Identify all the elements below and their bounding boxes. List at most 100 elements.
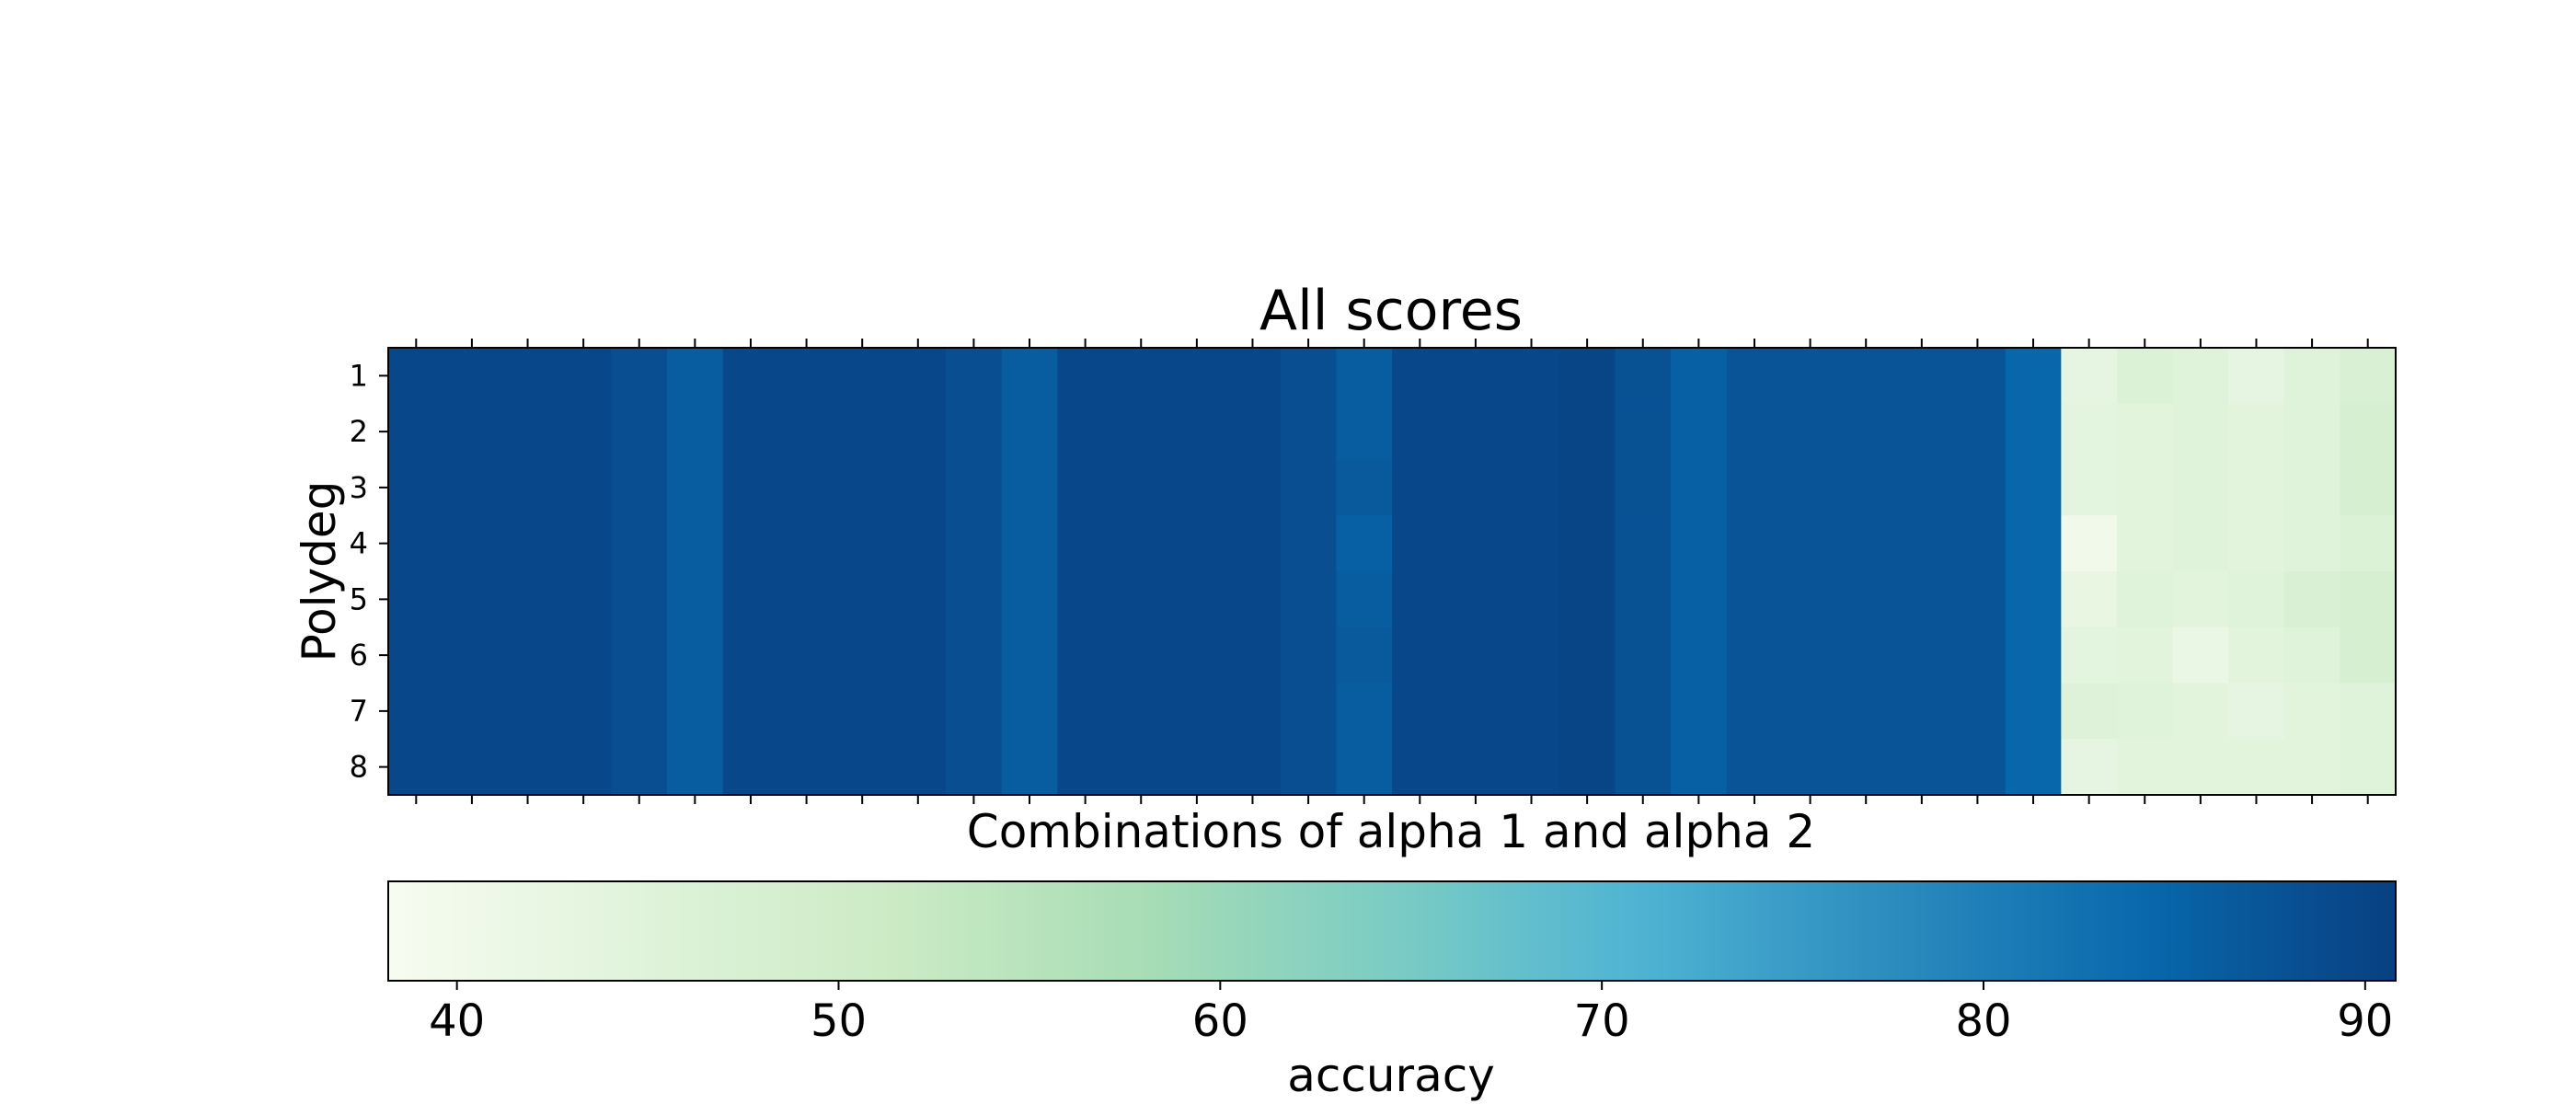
heatmap-cell — [2005, 515, 2062, 572]
heatmap-cell — [1057, 459, 1114, 516]
heatmap-cell — [667, 739, 724, 796]
y-tick-label: 6 — [350, 638, 368, 673]
heatmap-cell — [1893, 627, 1950, 684]
heatmap-cell — [1726, 403, 1783, 461]
heatmap-cell — [1280, 515, 1337, 572]
heatmap-cell — [1392, 627, 1449, 684]
heatmap-cell — [1336, 403, 1393, 461]
heatmap-cell — [2005, 459, 2062, 516]
heatmap-cell — [1503, 571, 1560, 628]
heatmap-cell — [1782, 403, 1839, 461]
heatmap-cell — [1837, 627, 1895, 684]
heatmap-cell — [1112, 348, 1170, 405]
heatmap-cell — [2172, 348, 2229, 405]
heatmap-cell — [1112, 739, 1170, 796]
heatmap-cell — [443, 683, 500, 740]
heatmap-cell — [500, 571, 557, 628]
heatmap-cell — [722, 403, 779, 461]
heatmap-cell — [2005, 739, 2062, 796]
heatmap-cell — [555, 571, 613, 628]
heatmap-cell — [1057, 627, 1114, 684]
heatmap-cell — [1280, 683, 1337, 740]
heatmap-cell — [1057, 403, 1114, 461]
heatmap-cell — [1726, 515, 1783, 572]
heatmap-cell — [2005, 571, 2062, 628]
heatmap-cell — [890, 515, 947, 572]
heatmap-cell — [1336, 739, 1393, 796]
heatmap-cell — [555, 627, 613, 684]
heatmap-cell — [1447, 627, 1504, 684]
heatmap-cell — [1225, 739, 1282, 796]
heatmap-cell — [946, 627, 1003, 684]
heatmap-cell — [1893, 459, 1950, 516]
heatmap-cell — [2116, 459, 2174, 516]
heatmap-cell — [1893, 515, 1950, 572]
heatmap-cell — [890, 403, 947, 461]
heatmap-cell — [611, 459, 668, 516]
heatmap-cell — [388, 571, 445, 628]
heatmap-cell — [667, 571, 724, 628]
heatmap-cell — [555, 515, 613, 572]
heatmap-cell — [1503, 683, 1560, 740]
heatmap-cell — [2116, 515, 2174, 572]
heatmap-cell — [1949, 683, 2007, 740]
heatmap-cell — [1558, 739, 1616, 796]
heatmap-cell — [890, 571, 947, 628]
heatmap-cell — [667, 515, 724, 572]
heatmap-cell — [500, 459, 557, 516]
heatmap-cell — [722, 627, 779, 684]
heatmap-cell — [834, 515, 891, 572]
heatmap-cell — [611, 403, 668, 461]
heatmap-cell — [2283, 739, 2340, 796]
heatmap-cell — [1336, 348, 1393, 405]
heatmap-cell — [834, 683, 891, 740]
heatmap-cell — [946, 739, 1003, 796]
heatmap-cell — [1782, 571, 1839, 628]
heatmap-cell — [2172, 739, 2229, 796]
heatmap-cell — [1001, 571, 1058, 628]
heatmap-cell — [1893, 739, 1950, 796]
heatmap-cell — [1837, 571, 1895, 628]
heatmap-cell — [1615, 683, 1672, 740]
heatmap-cell — [1447, 459, 1504, 516]
heatmap-cell — [2116, 627, 2174, 684]
heatmap-cell — [1057, 739, 1114, 796]
heatmap-cell — [1949, 459, 2007, 516]
heatmap-cell — [1837, 683, 1895, 740]
heatmap-cell — [2172, 571, 2229, 628]
heatmap-cell — [2340, 627, 2397, 684]
heatmap-cell — [388, 403, 445, 461]
heatmap-cell — [2172, 459, 2229, 516]
heatmap-cell — [778, 348, 835, 405]
heatmap-cell — [500, 627, 557, 684]
heatmap-cell — [1392, 459, 1449, 516]
y-tick-label: 7 — [350, 694, 368, 729]
colorbar-tick-label: 70 — [1574, 995, 1630, 1047]
heatmap-cell — [1392, 683, 1449, 740]
heatmap-cell — [1726, 739, 1783, 796]
y-tick-label: 5 — [350, 581, 368, 616]
heatmap-cell — [611, 739, 668, 796]
heatmap-cell — [1001, 627, 1058, 684]
colorbar-tick-label: 90 — [2337, 995, 2393, 1047]
heatmap-cell — [1558, 683, 1616, 740]
heatmap-cell — [778, 515, 835, 572]
heatmap-cell — [2172, 515, 2229, 572]
heatmap-cell — [1615, 571, 1672, 628]
y-tick-label: 1 — [350, 358, 368, 393]
heatmap-cell — [2172, 683, 2229, 740]
heatmap-cell — [1057, 515, 1114, 572]
heatmap-cell — [2283, 348, 2340, 405]
heatmap-cell — [1168, 739, 1225, 796]
heatmap-cell — [2061, 348, 2118, 405]
heatmap-cell — [890, 348, 947, 405]
heatmap-cell — [667, 403, 724, 461]
colorbar-tick-label: 40 — [429, 995, 485, 1047]
heatmap-cell — [1726, 571, 1783, 628]
heatmap-cell — [1001, 515, 1058, 572]
heatmap-cell — [1837, 348, 1895, 405]
heatmap-cell — [1225, 348, 1282, 405]
heatmap-cell — [722, 348, 779, 405]
heatmap-cell — [1057, 348, 1114, 405]
heatmap-cell — [1726, 348, 1783, 405]
